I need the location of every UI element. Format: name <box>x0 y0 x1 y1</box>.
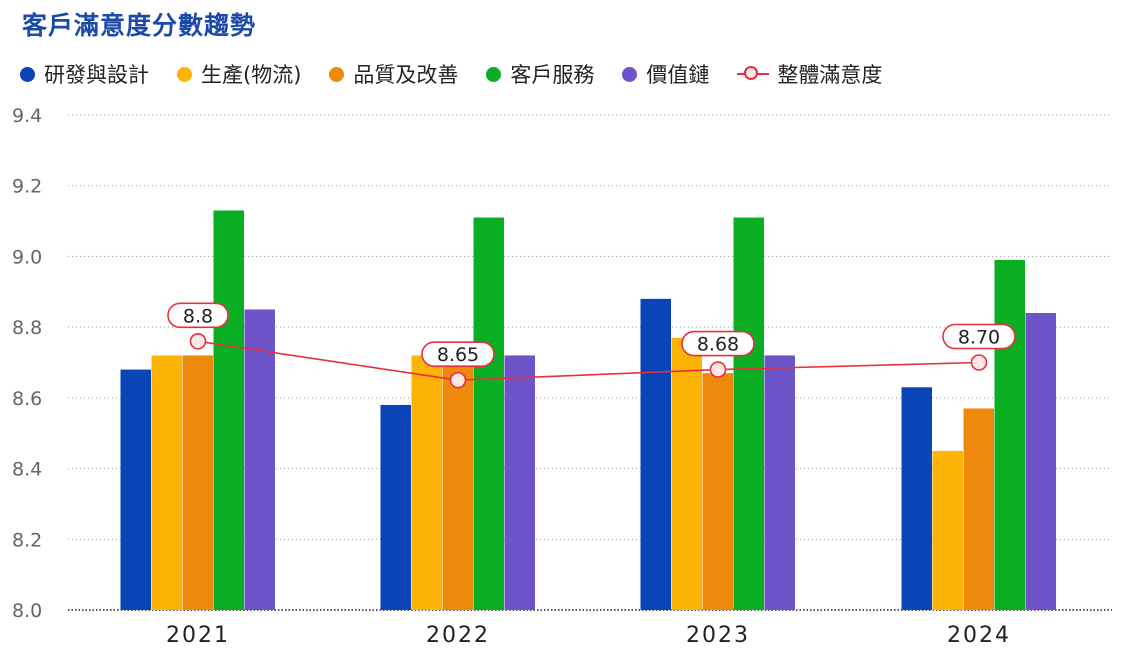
y-tick-label: 9.4 <box>12 105 42 127</box>
line-point <box>709 361 727 378</box>
legend-label: 客戶服務 <box>510 63 595 87</box>
legend-item-customer-service[interactable]: 客戶服務 <box>486 59 594 89</box>
x-tick-label: 2024 <box>947 623 1011 648</box>
legend-label: 價值鏈 <box>646 63 710 87</box>
data-label: 8.70 <box>958 327 1000 349</box>
x-tick-label: 2023 <box>686 623 750 648</box>
bar <box>380 404 411 610</box>
bar <box>932 450 963 610</box>
bar <box>640 298 671 610</box>
bar <box>1025 313 1056 610</box>
bar <box>994 259 1025 610</box>
legend-swatch <box>20 66 35 82</box>
y-tick-label: 8.0 <box>12 600 42 622</box>
legend-label: 研發與設計 <box>44 63 149 87</box>
legend-item-value-chain[interactable]: 價值鏈 <box>622 59 709 89</box>
data-label-box <box>942 323 1016 350</box>
legend-label: 整體滿意度 <box>777 63 883 87</box>
bar <box>504 355 535 610</box>
bar <box>244 309 275 610</box>
bar <box>901 387 932 610</box>
bar <box>473 217 504 611</box>
y-tick-label: 9.0 <box>12 246 42 268</box>
legend-item-rd-design[interactable]: 研發與設計 <box>20 59 149 89</box>
bar <box>963 408 994 610</box>
data-label-box <box>681 330 755 357</box>
bar <box>442 355 473 610</box>
line-point <box>970 354 988 371</box>
x-tick-label: 2021 <box>166 623 230 648</box>
legend-item-overall[interactable]: 整體滿意度 <box>737 59 882 89</box>
y-tick-label: 8.6 <box>12 388 42 410</box>
legend-swatch <box>329 66 345 82</box>
y-tick-label: 8.4 <box>12 459 42 481</box>
legend-item-production[interactable]: 生產(物流) <box>177 59 301 89</box>
legend-swatch <box>622 66 638 82</box>
data-label-box <box>167 302 229 329</box>
y-tick-label: 9.2 <box>12 176 42 198</box>
legend-item-quality[interactable]: 品質及改善 <box>329 59 458 89</box>
line-point <box>189 332 207 350</box>
bar <box>702 373 733 610</box>
bar <box>182 355 213 610</box>
y-tick-label: 8.8 <box>12 317 42 339</box>
y-tick-label: 8.2 <box>12 529 42 551</box>
bar <box>411 355 442 610</box>
chart-title: 客戶滿意度分數趨勢 <box>22 11 257 40</box>
data-label: 8.65 <box>437 344 479 366</box>
data-label: 8.8 <box>183 305 213 327</box>
x-tick-label: 2022 <box>426 623 490 648</box>
bar <box>764 355 795 610</box>
legend-label: 生產(物流) <box>201 63 302 87</box>
line-point <box>449 371 467 389</box>
bar <box>671 337 702 610</box>
data-label-box <box>421 341 495 367</box>
bar <box>151 355 182 610</box>
bar <box>120 369 151 610</box>
bar <box>213 210 244 610</box>
legend: 研發與設計 生產(物流) 品質及改善 客戶服務 價值鏈 整體滿意度 <box>20 60 910 88</box>
legend-line-marker-icon <box>737 65 770 83</box>
bar <box>733 217 764 611</box>
legend-label: 品質及改善 <box>353 63 459 87</box>
legend-swatch <box>486 66 502 82</box>
legend-swatch <box>177 66 192 82</box>
overall-satisfaction-line <box>197 340 980 381</box>
data-label: 8.68 <box>697 334 739 356</box>
